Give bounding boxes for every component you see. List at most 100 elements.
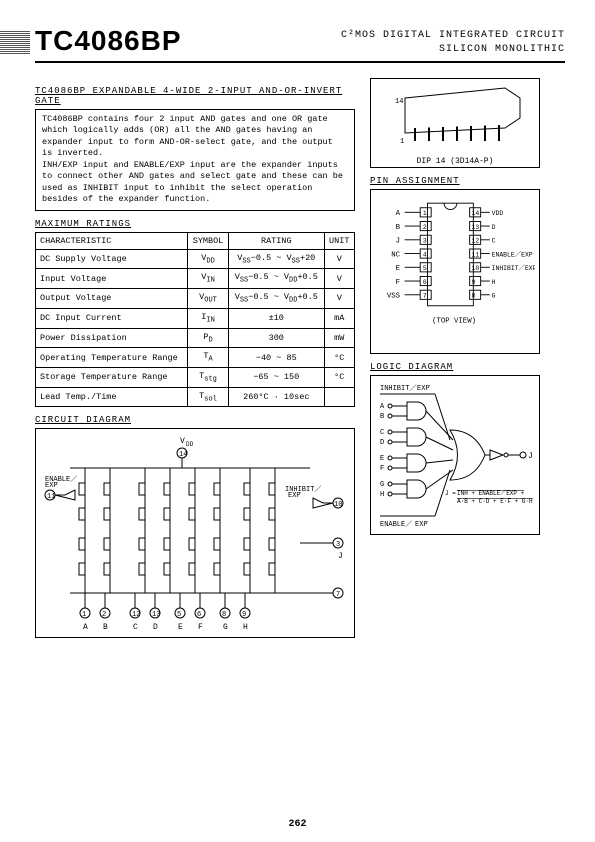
ratings-cell: °C xyxy=(324,348,355,368)
svg-text:B: B xyxy=(396,224,401,232)
ratings-cell: ±10 xyxy=(229,308,324,328)
svg-text:A: A xyxy=(380,403,385,411)
svg-text:INHIBIT／: INHIBIT／ xyxy=(380,384,416,393)
ratings-cell: V xyxy=(324,289,355,309)
description-box: TC4086BP contains four 2 input AND gates… xyxy=(35,109,355,211)
svg-text:INHIBIT／EXP: INHIBIT／EXP xyxy=(492,265,535,272)
svg-text:14: 14 xyxy=(395,98,403,106)
svg-text:2: 2 xyxy=(102,611,106,619)
svg-text:B: B xyxy=(380,413,384,421)
svg-text:H: H xyxy=(380,491,384,499)
ratings-cell: V xyxy=(324,269,355,289)
ratings-cell: 300 xyxy=(229,328,324,348)
ratings-row: Storage Temperature RangeTstg−65 ~ 150°C xyxy=(36,367,355,387)
subtitle: C²MOS DIGITAL INTEGRATED CIRCUIT SILICON… xyxy=(341,29,565,57)
ratings-cell: −40 ~ 85 xyxy=(229,348,324,368)
svg-text:EXP: EXP xyxy=(288,492,301,500)
ratings-header: RATING xyxy=(229,232,324,249)
ratings-row: Lead Temp./TimeTsol260°C · 10sec xyxy=(36,387,355,407)
svg-text:5: 5 xyxy=(423,265,427,272)
svg-text:6: 6 xyxy=(423,279,427,286)
svg-text:(TOP VIEW): (TOP VIEW) xyxy=(432,317,476,325)
ratings-cell: Power Dissipation xyxy=(36,328,188,348)
svg-text:ENABLE／EXP: ENABLE／EXP xyxy=(492,251,533,258)
svg-text:13: 13 xyxy=(152,611,160,619)
svg-text:14: 14 xyxy=(179,451,187,459)
svg-text:4: 4 xyxy=(423,251,427,258)
svg-text:C: C xyxy=(380,429,384,437)
ratings-row: Power DissipationPD300mW xyxy=(36,328,355,348)
svg-text:1: 1 xyxy=(400,138,404,146)
ratings-cell: Tstg xyxy=(188,367,229,387)
subtitle-1: C²MOS DIGITAL INTEGRATED CIRCUIT xyxy=(341,30,565,41)
svg-text:J =: J = xyxy=(445,490,456,497)
svg-text:NC: NC xyxy=(391,251,400,259)
svg-text:11: 11 xyxy=(471,251,479,258)
ratings-cell: Operating Temperature Range xyxy=(36,348,188,368)
ratings-cell: mW xyxy=(324,328,355,348)
pin-title: PIN ASSIGNMENT xyxy=(370,176,540,186)
ratings-header: CHARACTERISTIC xyxy=(36,232,188,249)
ratings-cell: VIN xyxy=(188,269,229,289)
desc-title: TC4086BP EXPANDABLE 4-WIDE 2-INPUT AND-O… xyxy=(35,86,355,106)
circuit-diagram: VDD 14 ENABLE／ EXP 11 INHIBIT／ EXP 10 xyxy=(35,428,355,638)
svg-text:J: J xyxy=(528,452,533,461)
svg-text:12: 12 xyxy=(132,611,140,619)
svg-text:F: F xyxy=(198,623,203,632)
svg-text:E: E xyxy=(380,455,384,463)
ratings-cell: VSS−0.5 ~ VDD+0.5 xyxy=(229,289,324,309)
svg-text:G: G xyxy=(223,623,228,632)
svg-text:E: E xyxy=(178,623,183,632)
svg-text:EXP: EXP xyxy=(415,521,428,529)
ratings-cell: VDD xyxy=(188,249,229,269)
svg-text:VDD: VDD xyxy=(492,210,504,217)
svg-text:VSS: VSS xyxy=(387,293,401,301)
svg-text:1: 1 xyxy=(82,611,86,619)
part-number: TC4086BP xyxy=(35,25,182,57)
ratings-header: SYMBOL xyxy=(188,232,229,249)
ratings-cell: IIN xyxy=(188,308,229,328)
dip-caption: DIP 14 (3D14A-P) xyxy=(375,157,535,166)
ratings-cell: Tsol xyxy=(188,387,229,407)
svg-text:9: 9 xyxy=(471,279,475,286)
svg-text:2: 2 xyxy=(423,224,427,231)
ratings-cell: Input Voltage xyxy=(36,269,188,289)
svg-text:6: 6 xyxy=(197,611,201,619)
ratings-row: DC Input CurrentIIN±10mA xyxy=(36,308,355,328)
svg-text:J: J xyxy=(338,552,343,561)
svg-text:DD: DD xyxy=(186,441,194,448)
ratings-title: MAXIMUM RATINGS xyxy=(35,219,355,229)
svg-text:F: F xyxy=(380,465,384,473)
svg-text:A: A xyxy=(83,623,88,632)
svg-text:7: 7 xyxy=(336,591,340,599)
ratings-cell: TA xyxy=(188,348,229,368)
ratings-row: Output VoltageVOUTVSS−0.5 ~ VDD+0.5V xyxy=(36,289,355,309)
circuit-title: CIRCUIT DIAGRAM xyxy=(35,415,355,425)
svg-text:B: B xyxy=(103,623,108,632)
ratings-cell: VSS−0.5 ~ VSS+20 xyxy=(229,249,324,269)
page-number: 262 xyxy=(0,819,595,830)
logic-title: LOGIC DIAGRAM xyxy=(370,362,540,372)
svg-text:8: 8 xyxy=(222,611,226,619)
ratings-cell xyxy=(324,387,355,407)
svg-text:D: D xyxy=(492,224,496,231)
svg-text:EXP: EXP xyxy=(45,482,58,490)
svg-text:7: 7 xyxy=(423,293,427,300)
ratings-cell: PD xyxy=(188,328,229,348)
ratings-row: DC Supply VoltageVDDVSS−0.5 ~ VSS+20V xyxy=(36,249,355,269)
svg-text:5: 5 xyxy=(177,611,181,619)
ratings-cell: DC Supply Voltage xyxy=(36,249,188,269)
ratings-cell: VSS−0.5 ~ VDD+0.5 xyxy=(229,269,324,289)
subtitle-2: SILICON MONOLITHIC xyxy=(439,44,565,55)
svg-text:INH + ENABLE／EXP +: INH + ENABLE／EXP + xyxy=(457,490,525,497)
ratings-cell: VOUT xyxy=(188,289,229,309)
ratings-cell: DC Input Current xyxy=(36,308,188,328)
svg-text:D: D xyxy=(380,439,384,447)
svg-text:ENABLE／: ENABLE／ xyxy=(380,520,412,529)
svg-text:3: 3 xyxy=(423,238,427,245)
svg-text:10: 10 xyxy=(334,501,342,509)
ratings-cell: Output Voltage xyxy=(36,289,188,309)
ratings-cell: Lead Temp./Time xyxy=(36,387,188,407)
dip-illustration: 14 1 DIP 14 (3D14A-P) xyxy=(370,78,540,168)
ratings-cell: °C xyxy=(324,367,355,387)
